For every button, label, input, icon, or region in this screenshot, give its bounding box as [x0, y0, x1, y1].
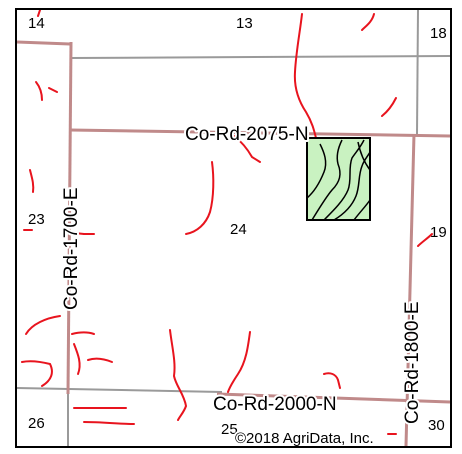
section-label-19: 19	[430, 224, 447, 241]
stream	[293, 13, 317, 139]
section-label-25: 25	[221, 421, 238, 438]
section-label-30: 30	[428, 417, 445, 434]
stream	[25, 315, 61, 335]
road-east-1800	[404, 133, 416, 446]
stream	[227, 331, 251, 393]
minor-road-east-upper	[416, 10, 419, 135]
stream	[185, 161, 215, 235]
stream	[21, 360, 53, 387]
section-label-24: 24	[230, 221, 247, 238]
stream	[323, 372, 341, 389]
stream	[83, 421, 135, 425]
road-label-east: Co-Rd-1800-E	[402, 302, 423, 425]
road-label-south: Co-Rd-2000-N	[213, 394, 337, 415]
stream	[35, 81, 43, 101]
stream	[169, 329, 188, 421]
minor-roads	[17, 10, 450, 446]
stream	[71, 331, 95, 335]
stream	[381, 97, 397, 117]
map-canvas: Co-Rd-2075-N Co-Rd-2000-N Co-Rd-1700-E C…	[17, 10, 450, 446]
road-label-north: Co-Rd-2075-N	[185, 124, 309, 145]
stream	[48, 87, 58, 93]
section-label-13: 13	[236, 15, 253, 32]
section-label-14: 14	[28, 15, 45, 32]
section-label-18: 18	[430, 25, 447, 42]
stream	[87, 357, 113, 363]
streams	[21, 10, 433, 435]
field-parcel[interactable]	[306, 137, 371, 221]
major-roads	[17, 40, 450, 446]
stream	[29, 169, 35, 193]
section-label-23: 23	[28, 211, 45, 228]
section-label-26: 26	[28, 415, 45, 432]
map-frame: Co-Rd-2075-N Co-Rd-2000-N Co-Rd-1700-E C…	[15, 8, 452, 448]
stream	[37, 10, 41, 17]
road-top-left-stub	[17, 40, 71, 46]
stream	[361, 13, 375, 31]
copyright-notice: ©2018 AgriData, Inc.	[235, 430, 374, 446]
road-south-2000	[216, 392, 450, 404]
stream	[64, 231, 85, 235]
minor-road-south-west	[17, 387, 223, 393]
stream	[73, 343, 81, 375]
road-label-west: Co-Rd-1700-E	[61, 188, 82, 311]
minor-road-north	[69, 55, 450, 59]
road-west-1700	[66, 41, 73, 395]
road-north-2075	[69, 128, 450, 138]
stream	[417, 233, 433, 247]
stream	[233, 135, 261, 163]
